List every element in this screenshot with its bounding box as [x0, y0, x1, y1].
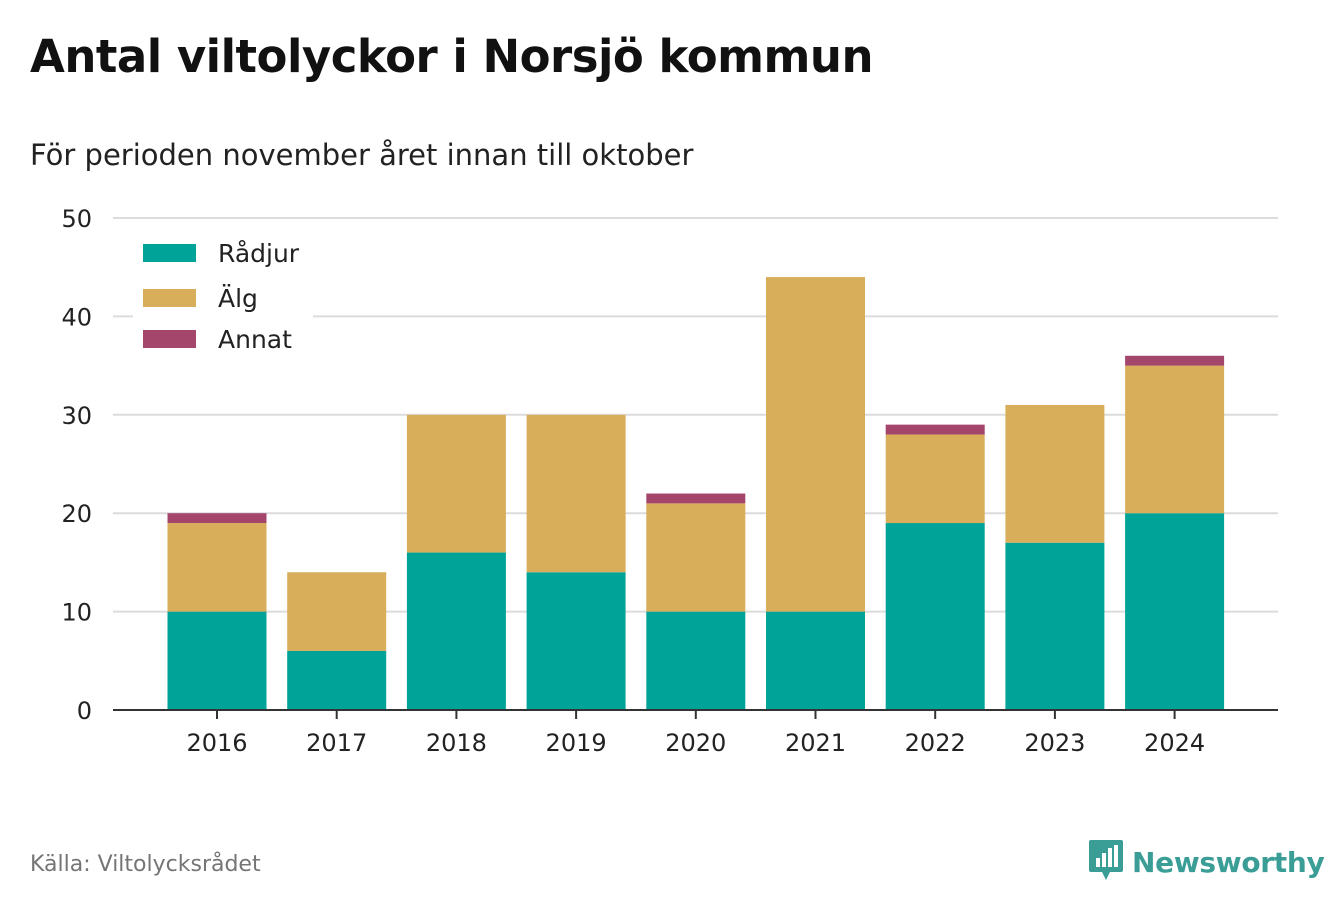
bar-segment [526, 572, 626, 710]
bar-segment [1125, 513, 1225, 710]
bar-segment [526, 414, 626, 573]
bar-segment [1125, 355, 1225, 366]
x-tick-label: 2019 [546, 729, 607, 757]
x-tick-label: 2021 [785, 729, 846, 757]
bar-segment [167, 523, 267, 612]
stacked-bar-chart: 0 10 20 30 40 50 2016 2017 2018 2019 2020 2021 2022 2… [61, 205, 1278, 757]
legend-swatch [143, 244, 196, 262]
y-tick-label: 20 [61, 500, 92, 528]
legend-swatch [143, 289, 196, 307]
legend-label: Rådjur [218, 239, 300, 268]
chart-title: Antal viltolyckor i Norsjö kommun [30, 30, 874, 83]
x-tick-label: 2020 [665, 729, 726, 757]
chart-subtitle: För perioden november året innan till ok… [30, 138, 694, 172]
bar-segment [766, 277, 865, 612]
legend-label: Älg [218, 284, 258, 313]
bar-segment [167, 513, 267, 524]
axes: 0 10 20 30 40 50 2016 2017 2018 2019 2020 2021 2022 2… [61, 205, 1278, 757]
bar-segment [1005, 404, 1105, 543]
bar-segment [406, 414, 506, 553]
y-tick-label: 10 [61, 599, 92, 627]
y-tick-label: 30 [61, 402, 92, 430]
bar-segment [885, 523, 985, 710]
brand[interactable]: Newsworthy [1088, 838, 1325, 886]
bar-segment [1125, 365, 1225, 514]
legend-label: Annat [218, 325, 292, 354]
bar-segment [885, 434, 985, 524]
legend-swatch [143, 330, 196, 348]
bar-segment [885, 424, 985, 435]
bar-segment [646, 611, 746, 710]
brand-name: Newsworthy [1132, 845, 1325, 879]
bar-segment [287, 572, 387, 651]
x-tick-label: 2016 [186, 729, 247, 757]
legend: Rådjur Älg Annat [133, 232, 313, 360]
x-tick-label: 2017 [306, 729, 367, 757]
x-tick-label: 2022 [905, 729, 966, 757]
x-tick-label: 2024 [1144, 729, 1205, 757]
bar-segment [1005, 542, 1105, 710]
y-tick-label: 40 [61, 303, 92, 331]
newsworthy-logo-icon [1088, 838, 1124, 886]
bar-segment [287, 650, 387, 710]
source-note: Källa: Viltolycksrådet [30, 852, 261, 877]
bar-segment [167, 611, 267, 710]
y-tick-label: 0 [77, 697, 92, 725]
bar-segment [646, 493, 746, 504]
bar-segment [646, 503, 746, 612]
y-tick-label: 50 [61, 205, 92, 233]
bar-segment [766, 611, 865, 710]
bar-segment [406, 552, 506, 710]
bars [167, 277, 1225, 710]
x-tick-label: 2023 [1024, 729, 1085, 757]
x-tick-label: 2018 [426, 729, 487, 757]
